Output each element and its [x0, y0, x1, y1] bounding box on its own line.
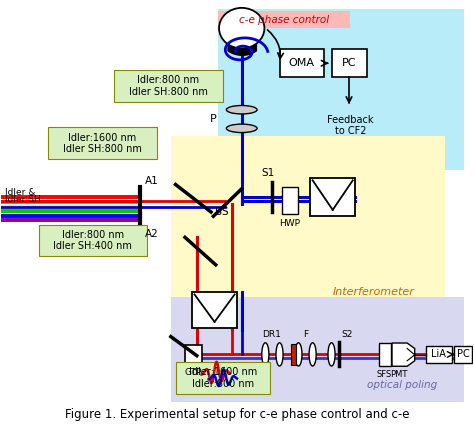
Text: c-e phase control: c-e phase control — [239, 15, 329, 25]
Text: LiA: LiA — [431, 349, 446, 360]
Text: S1: S1 — [261, 168, 274, 178]
Text: BS: BS — [215, 207, 228, 217]
Text: Idler:1600 nm
Idler:800 nm: Idler:1600 nm Idler:800 nm — [189, 367, 257, 389]
Polygon shape — [392, 343, 415, 366]
Ellipse shape — [227, 106, 257, 114]
Text: HWP: HWP — [280, 219, 301, 228]
Text: PC: PC — [342, 58, 356, 68]
Bar — [192, 292, 237, 328]
Bar — [455, 346, 473, 363]
Ellipse shape — [295, 343, 302, 366]
Bar — [280, 49, 324, 77]
Text: GTP: GTP — [184, 368, 202, 377]
Text: DR1: DR1 — [262, 330, 281, 339]
Text: Idler &: Idler & — [5, 188, 36, 197]
Bar — [218, 9, 464, 170]
Bar — [38, 225, 147, 257]
Bar — [185, 345, 201, 364]
Text: A2: A2 — [145, 229, 159, 239]
Text: optical poling: optical poling — [367, 380, 438, 390]
Bar — [379, 343, 391, 366]
Text: Feedback
to CF2: Feedback to CF2 — [327, 115, 374, 137]
Text: Idler:800 nm
Idler SH:800 nm: Idler:800 nm Idler SH:800 nm — [129, 75, 208, 97]
Bar — [282, 187, 299, 214]
Ellipse shape — [227, 124, 257, 133]
Bar — [310, 178, 355, 216]
Bar — [171, 136, 445, 305]
Text: SFS: SFS — [377, 370, 392, 379]
Circle shape — [219, 8, 264, 48]
Bar — [114, 70, 223, 102]
Ellipse shape — [309, 343, 316, 366]
Text: Interferometer: Interferometer — [333, 287, 415, 297]
Text: A1: A1 — [145, 176, 159, 186]
Bar — [48, 128, 156, 159]
Text: Idler SH: Idler SH — [5, 195, 41, 204]
Text: F: F — [303, 330, 308, 339]
Ellipse shape — [276, 343, 283, 366]
Text: Idler:1600 nm
Idler SH:800 nm: Idler:1600 nm Idler SH:800 nm — [63, 133, 142, 154]
Ellipse shape — [328, 343, 335, 366]
Text: PMT: PMT — [391, 370, 408, 379]
Bar — [426, 346, 452, 363]
Text: Figure 1. Experimental setup for c-e phase control and c-e: Figure 1. Experimental setup for c-e pha… — [65, 408, 409, 421]
Bar — [331, 49, 367, 77]
Bar — [175, 362, 270, 394]
Text: Idler:800 nm
Idler SH:400 nm: Idler:800 nm Idler SH:400 nm — [54, 230, 132, 251]
Bar — [291, 344, 296, 365]
Bar — [171, 296, 464, 402]
Text: S2: S2 — [341, 330, 352, 339]
Text: PC: PC — [457, 349, 470, 360]
Bar — [218, 11, 350, 28]
Ellipse shape — [262, 343, 269, 366]
Text: OMA: OMA — [289, 58, 315, 68]
Text: P: P — [210, 114, 217, 124]
